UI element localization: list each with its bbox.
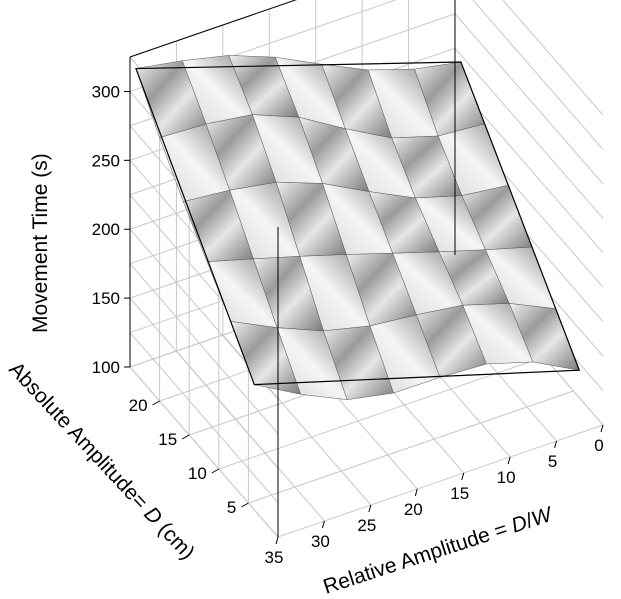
y-tick-mark bbox=[181, 434, 190, 440]
z-tick-label: 150 bbox=[92, 289, 120, 308]
grid-line bbox=[176, 350, 325, 522]
x-tick-label: 35 bbox=[265, 548, 284, 567]
grid-line bbox=[277, 424, 604, 538]
z-axis-label: Movement Time (s) bbox=[29, 153, 52, 333]
x-tick-label: 20 bbox=[404, 500, 423, 519]
grid-line bbox=[502, 0, 604, 116]
z-tick-label: 200 bbox=[92, 220, 120, 239]
x-tick-mark bbox=[507, 456, 511, 465]
x-tick-label: 10 bbox=[497, 468, 516, 487]
y-tick-label: 5 bbox=[227, 498, 236, 517]
grid-line bbox=[218, 356, 544, 470]
grid-line bbox=[129, 263, 279, 434]
surface bbox=[135, 55, 581, 401]
y-tick-mark bbox=[211, 468, 220, 474]
y-tick-label: 15 bbox=[158, 430, 177, 449]
x-tick-mark bbox=[275, 536, 279, 545]
y-tick-label: 20 bbox=[129, 396, 148, 415]
x-tick-mark bbox=[461, 472, 465, 481]
x-tick-label: 0 bbox=[594, 436, 603, 455]
y-axis-label: Absolute Amplitude= D (cm) bbox=[4, 358, 199, 564]
z-tick-label: 300 bbox=[92, 82, 120, 101]
y-tick-mark bbox=[152, 400, 160, 406]
surface-outline bbox=[135, 61, 581, 386]
x-tick-label: 5 bbox=[548, 452, 557, 471]
grid-line bbox=[248, 390, 574, 504]
grid-line bbox=[129, 332, 279, 503]
tick-labels: 100 150 200 250 300 5 10 15 20 35 30 25 20 15 10 5 0 bbox=[92, 82, 604, 567]
grid-line bbox=[129, 0, 297, 58]
x-tick-mark bbox=[321, 520, 325, 529]
frame-edge bbox=[129, 0, 297, 58]
y-tick-mark bbox=[241, 502, 249, 508]
grid-line bbox=[129, 366, 279, 538]
grid-line bbox=[472, 0, 604, 150]
x-tick-label: 30 bbox=[311, 532, 330, 551]
x-tick-mark bbox=[414, 488, 418, 497]
grid-line bbox=[454, 48, 604, 219]
z-tick-label: 250 bbox=[92, 151, 120, 170]
grid-line bbox=[454, 13, 604, 185]
x-tick-label: 25 bbox=[357, 516, 376, 535]
z-tick-label: 100 bbox=[92, 358, 120, 377]
x-tick-mark bbox=[600, 424, 604, 433]
x-tick-label: 15 bbox=[450, 484, 469, 503]
x-tick-mark bbox=[368, 504, 372, 513]
x-axis-label: Relative Amplitude = D/W bbox=[320, 502, 556, 598]
axis-frame bbox=[129, 0, 456, 537]
y-tick-label: 10 bbox=[188, 464, 207, 483]
x-tick-mark bbox=[554, 440, 558, 449]
